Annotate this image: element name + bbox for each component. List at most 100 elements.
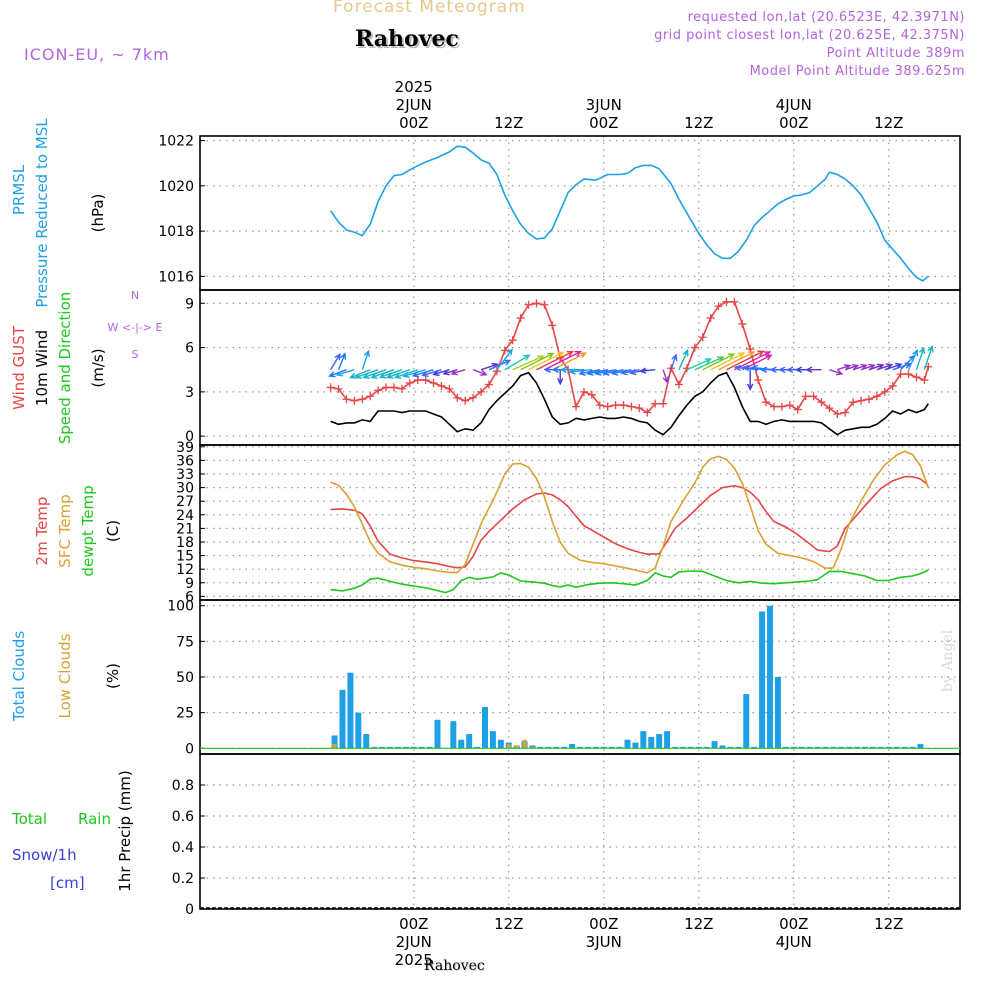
time-label-top: 00Z (399, 114, 428, 132)
total-clouds-label: Total Clouds (10, 631, 28, 723)
y-tick-label: 30 (176, 481, 194, 497)
time-label-bottom: 12Z (494, 915, 523, 933)
wind-vector-arrow (638, 367, 656, 374)
y-tick-label: 12 (176, 562, 194, 578)
wind-vector-arrow (337, 352, 347, 370)
total-cloud-bar (719, 745, 726, 749)
low-clouds-label: Low Clouds (56, 633, 74, 718)
total-cloud-bar (387, 746, 393, 749)
wind-vector-arrow (726, 350, 765, 371)
total-cloud-bar (909, 746, 916, 749)
sfc-temp-line (330, 450, 930, 574)
total-cloud-bar (624, 739, 631, 749)
total-cloud-bar (331, 735, 338, 749)
wind-vector-arrow (710, 352, 746, 371)
time-label-top: 12Z (684, 114, 713, 132)
total-cloud-bar (830, 746, 837, 749)
wind-vector-arrow (520, 352, 555, 371)
y-tick-label: 6 (185, 341, 194, 357)
y-tick-label: 0 (185, 902, 194, 918)
time-label-top: 00Z (779, 114, 808, 132)
gust-marker (350, 396, 359, 405)
total-cloud-bar (379, 746, 386, 749)
total-cloud-bar (569, 744, 576, 749)
gust-marker (825, 404, 834, 413)
total-cloud-bar (466, 734, 473, 749)
gust-marker (413, 376, 422, 385)
gust-marker (888, 381, 897, 390)
gust-marker (872, 392, 881, 401)
wind-vector-arrow (568, 368, 592, 375)
total-cloud-bar (774, 677, 781, 749)
total-cloud-bar (648, 736, 655, 749)
y-tick-label: 6 (185, 589, 194, 605)
total-cloud-bar (759, 611, 766, 749)
time-label-bottom: 3JUN (586, 933, 622, 951)
wind-vector-arrow (837, 364, 852, 371)
gust-marker (326, 383, 335, 392)
y-tick-label: 75 (176, 634, 194, 650)
total-cloud-bar (640, 731, 647, 749)
wind-vector-arrow (662, 369, 669, 384)
temp-unit: (C) (104, 520, 122, 542)
total-cloud-bar (545, 746, 552, 749)
total-cloud-bar (901, 746, 908, 749)
gust-marker (698, 333, 707, 342)
gust-marker (777, 402, 786, 411)
total-cloud-bar (695, 746, 702, 749)
gust-marker (880, 387, 889, 396)
total-cloud-bar (418, 746, 425, 749)
wind-vector-arrow (472, 369, 488, 376)
time-label-top: 3JUN (586, 96, 622, 114)
time-label-top: 12Z (494, 114, 523, 132)
wind-vector-arrow (907, 348, 919, 370)
total-cloud-bar (434, 719, 441, 749)
wind-vector-arrow (915, 346, 926, 370)
wind-vector-arrow (528, 351, 565, 371)
total-cloud-bar (782, 746, 789, 749)
wind-vector-arrow (702, 353, 736, 371)
total-cloud-bar (600, 746, 607, 749)
pressure-unit: (hPa) (89, 194, 107, 233)
gust-marker (801, 392, 810, 401)
gust-marker (706, 314, 715, 323)
gust-marker (896, 370, 905, 379)
total-cloud-bar (854, 746, 861, 749)
gust-marker (508, 336, 517, 345)
total-cloud-bar (703, 746, 710, 749)
gust-marker (461, 396, 470, 405)
y-tick-label: 1018 (158, 224, 194, 240)
dewpt-label: dewpt Temp (79, 485, 97, 576)
wind-vector-arrow (450, 369, 466, 376)
total-cloud-bar (561, 746, 568, 749)
gust-marker (445, 384, 454, 393)
total-cloud-bar (592, 746, 599, 749)
total-cloud-bar (577, 746, 583, 749)
low-cloud-bar (332, 744, 337, 749)
time-label-top: 2JUN (396, 96, 432, 114)
gust-marker (548, 321, 557, 330)
location-title: Rahovec (355, 26, 459, 52)
total-cloud-bar (767, 605, 773, 749)
gust-marker (833, 410, 842, 418)
total-cloud-bar (371, 746, 378, 749)
wind-vector-arrow (411, 369, 434, 378)
y-tick-label: 9 (185, 576, 194, 592)
wind-gust-line (330, 301, 930, 415)
gust-marker (389, 383, 398, 392)
y-tick-label: 0.8 (172, 778, 194, 794)
total-cloud-bar (862, 746, 868, 749)
gust-marker (809, 392, 818, 401)
wind-vector-arrow (361, 349, 370, 370)
gust-marker (516, 314, 525, 323)
gust-marker (405, 379, 414, 387)
wind-vector-arrow (805, 366, 822, 373)
wind-vector-arrow (686, 358, 713, 371)
gust-marker (358, 395, 367, 404)
total-cloud-bar (711, 741, 718, 749)
total-cloud-bar (482, 706, 488, 749)
sfc-temp-label: SFC Temp (56, 494, 74, 567)
total-cloud-bar (616, 746, 623, 749)
y-tick-label: 27 (176, 494, 194, 510)
gust-marker (500, 346, 509, 355)
